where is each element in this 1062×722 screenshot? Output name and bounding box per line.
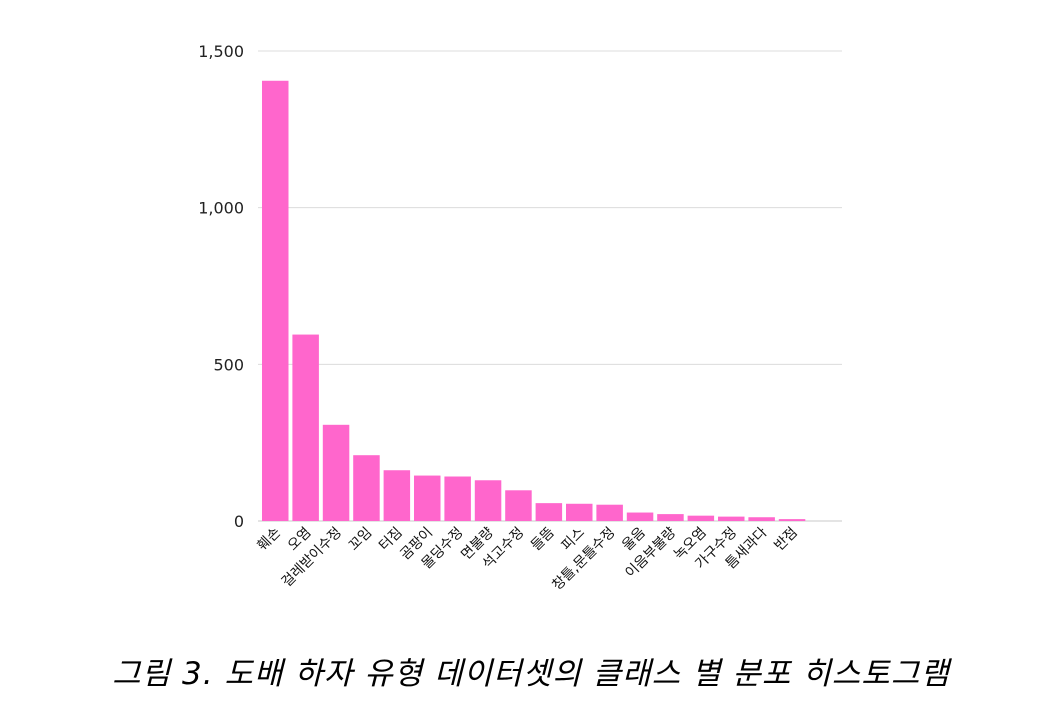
- bar: [262, 80, 289, 522]
- x-category-label: 훼손: [255, 524, 285, 554]
- bar: [353, 455, 380, 521]
- x-category-label: 꼬임: [346, 525, 376, 555]
- bar: [322, 424, 350, 521]
- y-axis-ticks: 0 500 1,000 1,500: [198, 42, 244, 531]
- bar: [474, 480, 502, 521]
- bar: [778, 519, 806, 521]
- bar: [444, 476, 471, 521]
- bar: [383, 470, 411, 521]
- figure-caption: 그림 3. 도배 하자 유형 데이터셋의 클래스 별 분포 히스토그램: [112, 656, 950, 692]
- x-category-label: 들뜸: [528, 524, 558, 554]
- y-tick-label: 1,500: [198, 42, 244, 61]
- bar: [566, 503, 593, 521]
- bar: [505, 490, 532, 521]
- bar: [626, 512, 654, 521]
- bar: [748, 517, 775, 521]
- bar: [687, 515, 715, 521]
- y-tick-label: 0: [234, 512, 244, 531]
- y-tick-label: 500: [213, 355, 244, 374]
- bar: [414, 475, 441, 521]
- bar: [657, 514, 684, 521]
- bar: [292, 334, 319, 521]
- y-tick-label: 1,000: [198, 199, 244, 218]
- bar: [596, 504, 623, 521]
- bar: [535, 503, 563, 521]
- bar: [718, 516, 745, 521]
- bars: [262, 80, 806, 522]
- x-category-label: 반점: [771, 525, 801, 555]
